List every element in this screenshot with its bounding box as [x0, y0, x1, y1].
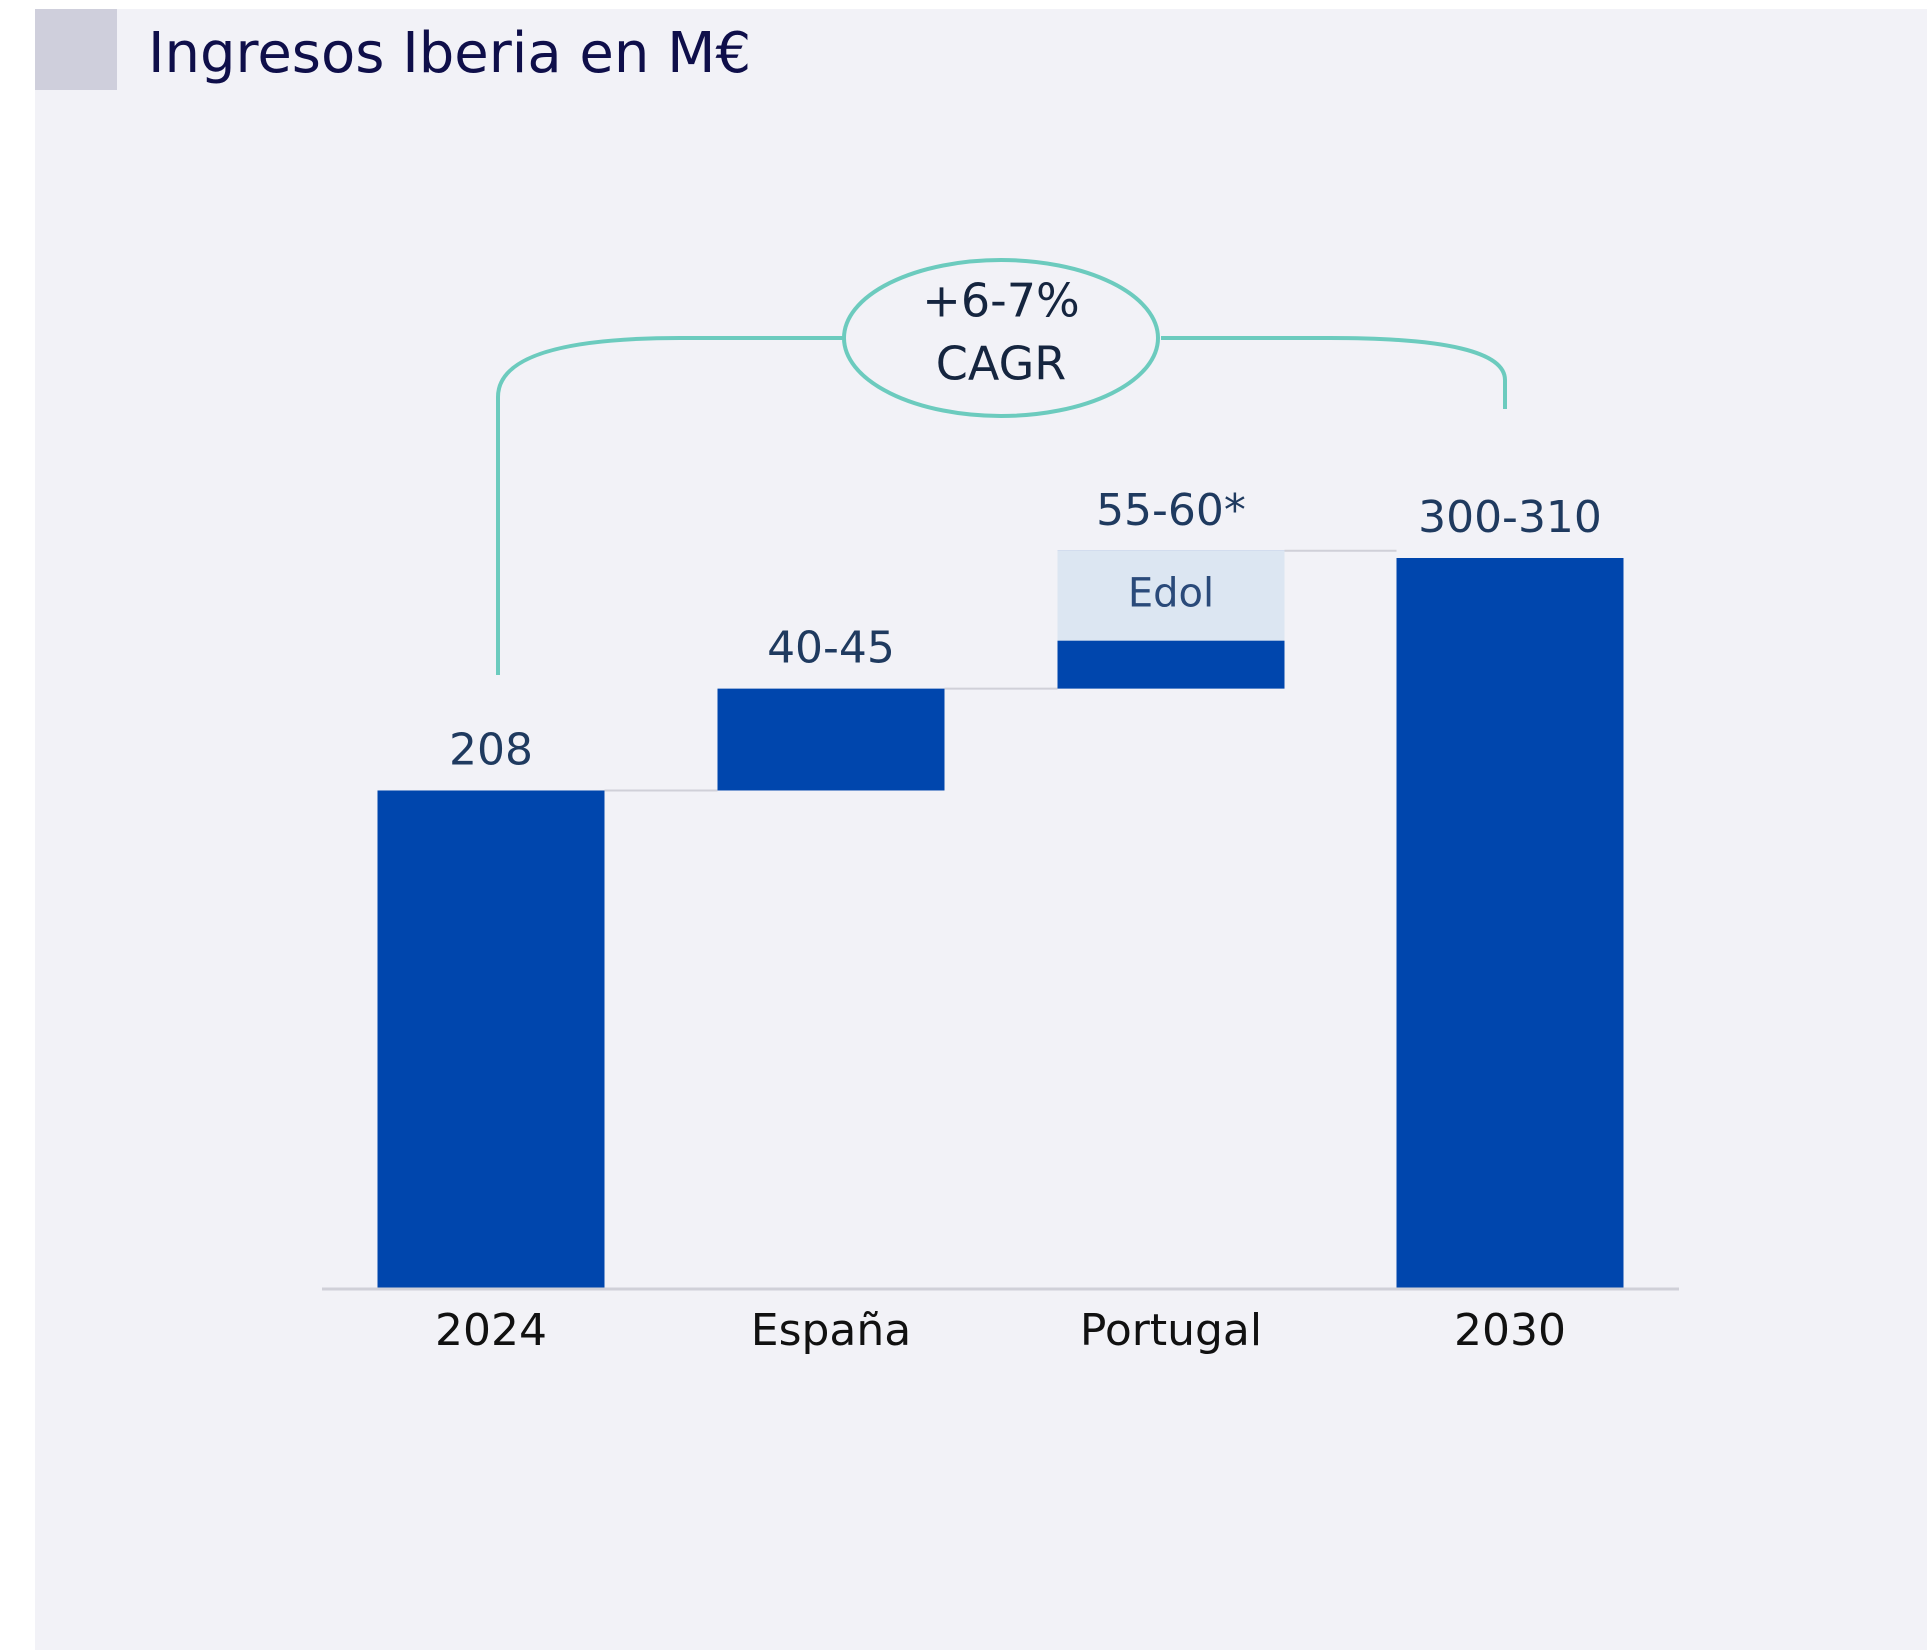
- annotation-text: CAGR: [936, 337, 1066, 391]
- bar: [717, 688, 945, 791]
- annotation-ellipse: [842, 258, 1160, 418]
- x-tick-label: 2024: [435, 1305, 547, 1356]
- segment: [1057, 550, 1285, 641]
- bar: [1396, 558, 1624, 1289]
- title-marker: [35, 9, 117, 90]
- value-label: 300-310: [1418, 492, 1602, 543]
- value-label: 55-60*: [1096, 485, 1246, 536]
- annotation-text: +6-7%: [922, 274, 1079, 328]
- panel: [35, 9, 1927, 1650]
- value-label: 208: [449, 724, 533, 775]
- x-tick-label: 2030: [1454, 1305, 1566, 1356]
- segment-label: Edol: [1128, 571, 1214, 617]
- bar: [377, 790, 605, 1289]
- x-tick-label: Portugal: [1080, 1305, 1262, 1356]
- x-tick-label: España: [751, 1305, 911, 1356]
- value-label: 40-45: [767, 623, 895, 674]
- chart-title: Ingresos Iberia en M€: [148, 21, 751, 86]
- bracket: [496, 336, 1507, 675]
